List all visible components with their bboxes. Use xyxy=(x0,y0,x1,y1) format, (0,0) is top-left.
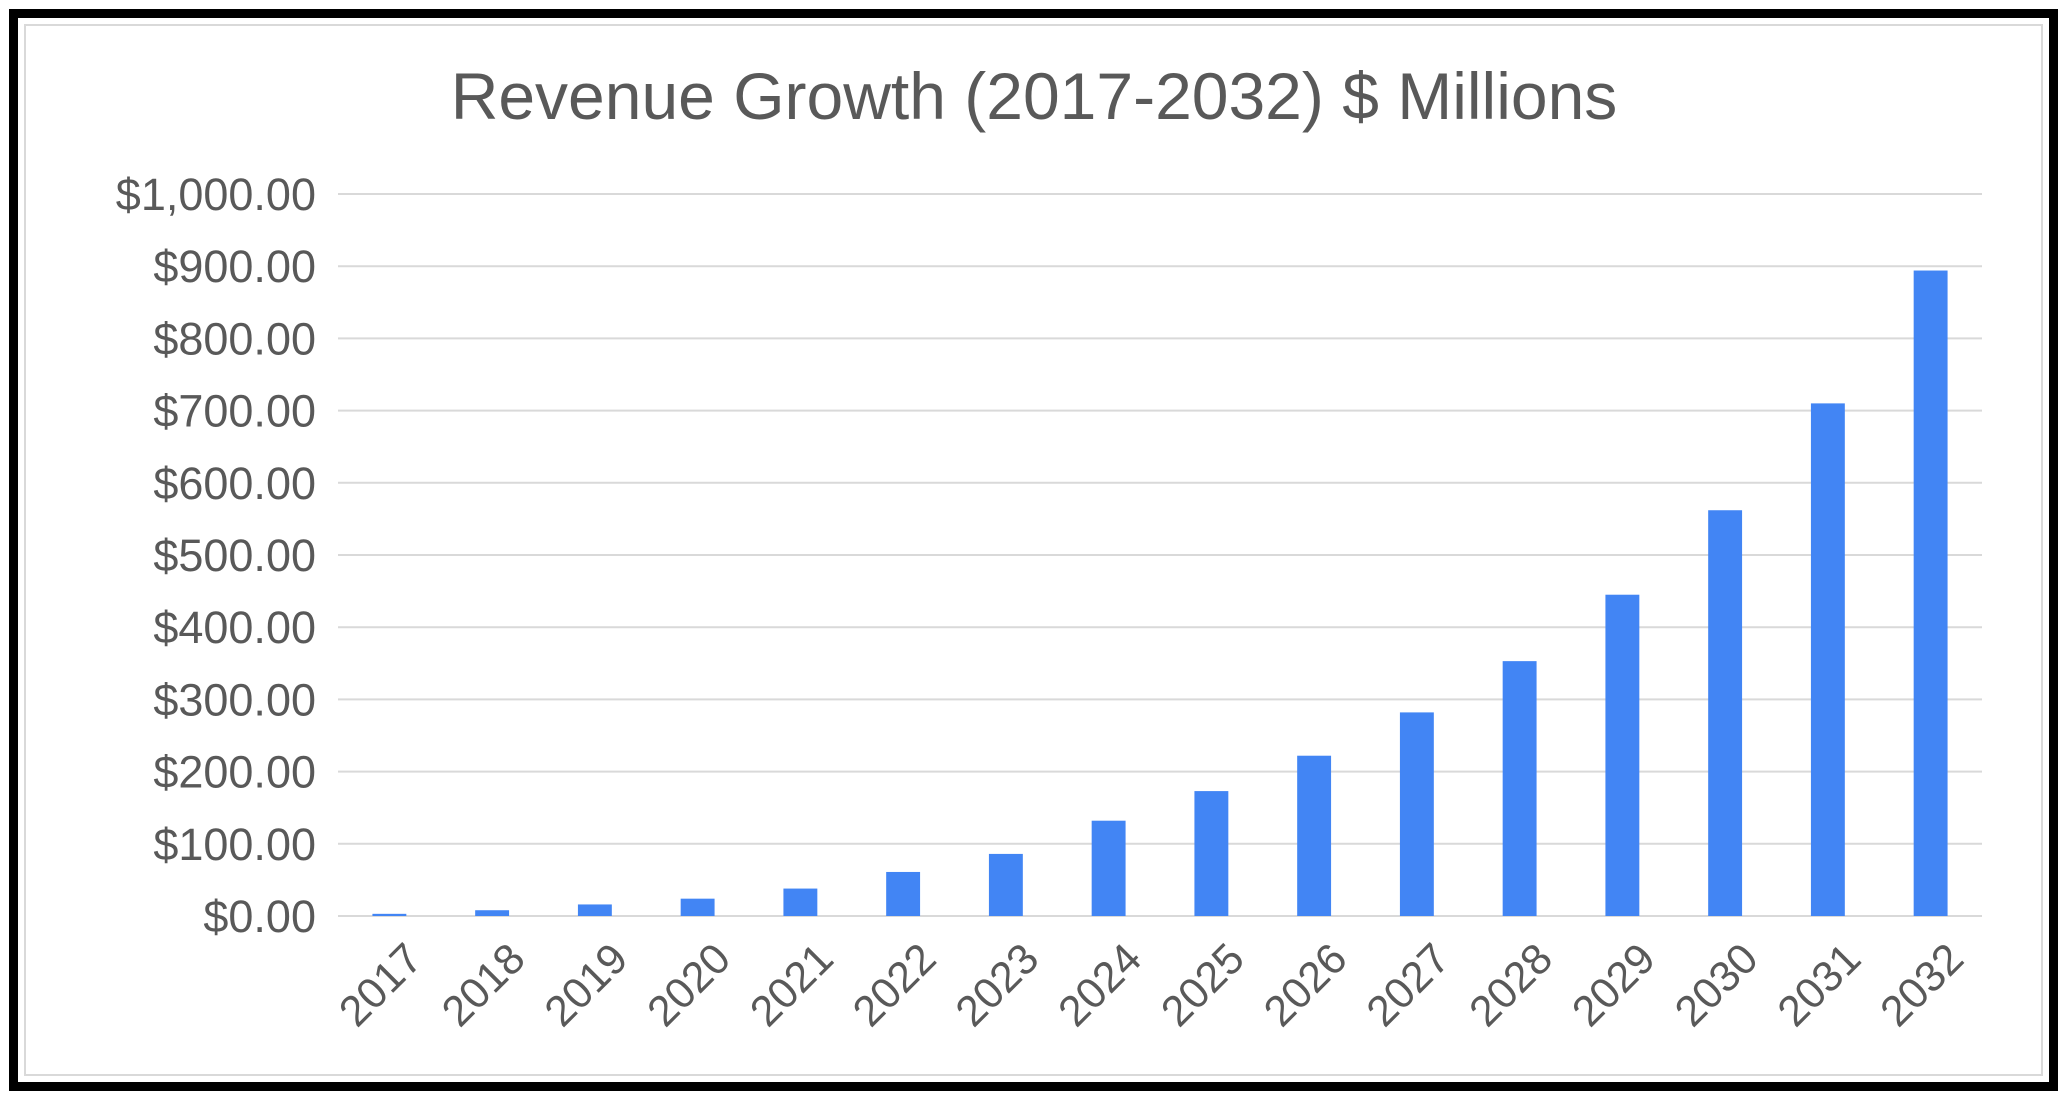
chart-area-border xyxy=(24,24,2043,1076)
y-tick-label: $400.00 xyxy=(153,602,316,653)
x-tick-label: 2025 xyxy=(1152,934,1254,1036)
x-tick-label: 2021 xyxy=(741,934,843,1036)
x-tick-label: 2020 xyxy=(638,934,740,1036)
x-tick-label: 2028 xyxy=(1460,934,1562,1036)
y-tick-label: $0.00 xyxy=(203,891,316,942)
bar-2027 xyxy=(1399,712,1434,916)
x-tick-label: 2029 xyxy=(1563,934,1665,1036)
x-tick-label: 2030 xyxy=(1666,934,1768,1036)
x-tick-label: 2032 xyxy=(1871,934,1973,1036)
x-tick-label: 2026 xyxy=(1255,934,1357,1036)
bar-2032 xyxy=(1913,270,1948,917)
y-axis-tick-labels: $0.00 $100.00 $200.00 $300.00 $400.00 $500.00… xyxy=(116,169,316,942)
y-tick-label: $800.00 xyxy=(153,313,316,364)
bar-2031 xyxy=(1810,403,1845,916)
x-tick-label: 2027 xyxy=(1358,934,1460,1036)
y-tick-label: $900.00 xyxy=(153,241,316,292)
bar-2023 xyxy=(988,853,1023,916)
x-tick-label: 2024 xyxy=(1049,934,1151,1036)
bar-2025 xyxy=(1194,791,1229,916)
bar-2020 xyxy=(680,898,715,916)
y-tick-label: $500.00 xyxy=(153,530,316,581)
chart-title: Revenue Growth (2017-2032) $ Millions xyxy=(451,59,1618,133)
bar-2022 xyxy=(886,871,921,916)
y-tick-label: $100.00 xyxy=(153,819,316,870)
x-tick-label: 2019 xyxy=(536,934,638,1036)
bar-2029 xyxy=(1605,594,1640,916)
bar-2028 xyxy=(1502,661,1537,916)
y-tick-label: $700.00 xyxy=(153,386,316,437)
y-tick-label: $300.00 xyxy=(153,674,316,725)
x-tick-label: 2022 xyxy=(844,934,946,1036)
bar-2021 xyxy=(783,888,818,916)
gridlines xyxy=(338,193,1982,917)
bars xyxy=(372,270,1948,917)
bar-2017 xyxy=(372,913,407,916)
x-tick-label: 2018 xyxy=(433,934,535,1036)
x-tick-label: 2031 xyxy=(1769,934,1871,1036)
y-tick-label: $1,000.00 xyxy=(116,169,316,220)
y-tick-label: $200.00 xyxy=(153,747,316,798)
bar-2030 xyxy=(1708,510,1743,916)
x-axis-tick-labels: 2017 2018 2019 2020 2021 2022 2023 2024 2025 2026… xyxy=(330,934,1973,1036)
x-tick-label: 2023 xyxy=(947,934,1049,1036)
bar-2026 xyxy=(1297,755,1332,916)
x-tick-label: 2017 xyxy=(330,934,432,1036)
bar-2018 xyxy=(475,910,510,916)
y-tick-label: $600.00 xyxy=(153,458,316,509)
bar-2024 xyxy=(1091,820,1126,916)
bar-2019 xyxy=(577,904,612,916)
